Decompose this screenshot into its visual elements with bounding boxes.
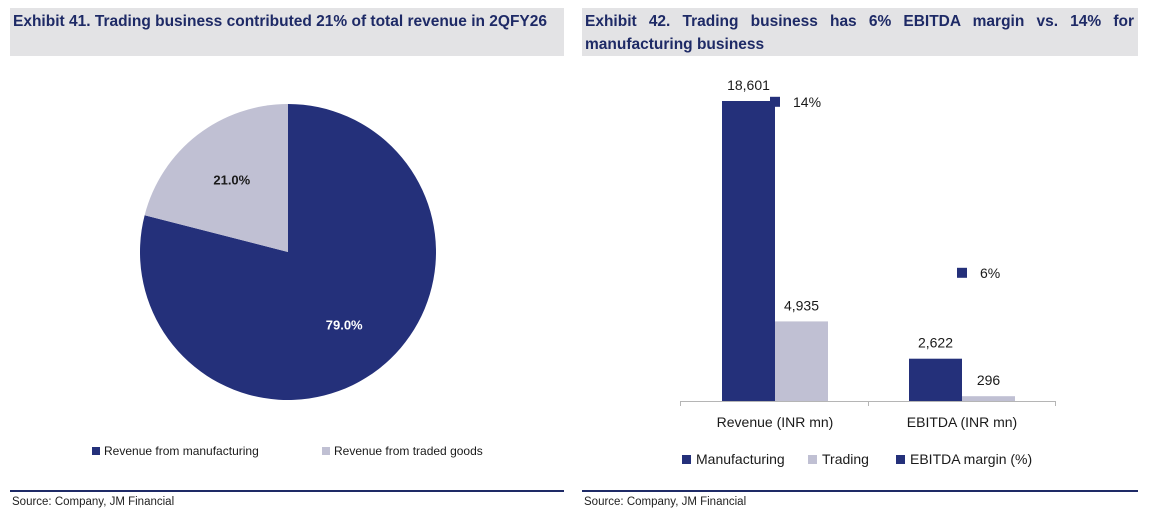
pie-slice-1 <box>139 104 436 400</box>
legend-label-2: Revenue from traded goods <box>334 444 483 458</box>
exhibit-41-title: Exhibit 41. Trading business contributed… <box>10 8 564 56</box>
bar-label-manufacturing-2: 2,622 <box>918 335 953 351</box>
bar-legend-label-3: EBITDA margin (%) <box>910 451 1032 467</box>
legend-label-1: Revenue from manufacturing <box>104 444 259 458</box>
bar-legend-swatch-3 <box>896 455 905 464</box>
exhibit-41-rule <box>10 490 564 492</box>
exhibit-42-rule <box>582 490 1138 492</box>
x-tick-label-1: Revenue (INR mn) <box>717 414 834 430</box>
exhibit-41-source: Source: Company, JM Financial <box>12 496 175 508</box>
margin-label-2: 6% <box>980 265 1000 281</box>
margin-marker-2 <box>957 267 967 278</box>
margin-marker-1 <box>770 96 780 107</box>
bar-legend-label-1: Manufacturing <box>696 451 785 467</box>
pie-chart: 79.0% 21.0% Revenue from manufacturing Reve… <box>92 104 483 458</box>
bar-manufacturing-1 <box>722 101 775 401</box>
legend-swatch-1 <box>92 447 100 455</box>
bar-label-trading-1: 4,935 <box>784 297 819 313</box>
exhibit-41-panel: Exhibit 41. Trading business contributed… <box>0 0 570 514</box>
bar-chart: 18,601 2,622 4,935 296 Revenue (INR mn) EBITD… <box>680 77 1056 467</box>
margin-label-1: 14% <box>793 94 821 110</box>
pie-data-label-2: 21.0% <box>213 173 250 188</box>
bar-trading-1 <box>775 321 828 401</box>
bar-legend-swatch-2 <box>808 455 817 464</box>
bar-manufacturing-2 <box>909 358 962 401</box>
x-tick-label-2: EBITDA (INR mn) <box>907 414 1017 430</box>
exhibit-42-panel: Exhibit 42. Trading business has 6% EBIT… <box>580 0 1145 514</box>
pie-data-label-1: 79.0% <box>326 318 363 333</box>
exhibit-42-source: Source: Company, JM Financial <box>584 496 747 508</box>
bar-label-manufacturing-1: 18,601 <box>727 77 770 93</box>
bar-trading-2 <box>962 396 1015 401</box>
legend-swatch-2 <box>322 447 330 455</box>
exhibit-42-title: Exhibit 42. Trading business has 6% EBIT… <box>582 8 1138 56</box>
bar-legend-swatch-1 <box>682 455 691 464</box>
bar-label-trading-2: 296 <box>977 372 1001 388</box>
bar-legend-label-2: Trading <box>822 451 869 467</box>
pie-slice-2 <box>144 104 288 252</box>
